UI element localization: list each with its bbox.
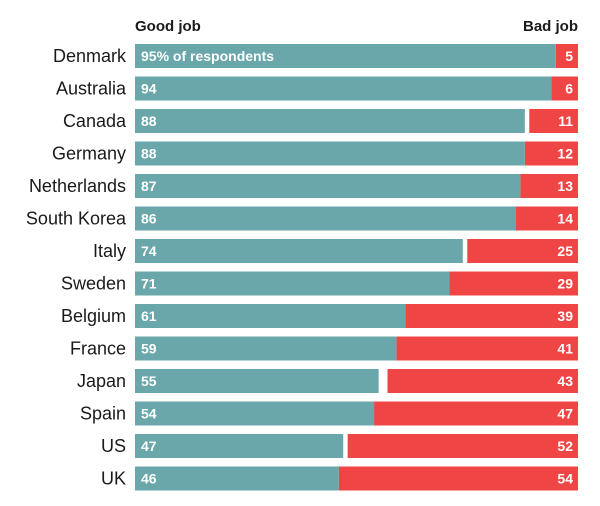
bar-bad-uk <box>338 466 578 491</box>
bar-good-canada <box>135 109 525 133</box>
bar-row-australia: Australia 94 6 <box>56 76 578 101</box>
bar-bad-canada <box>529 109 578 133</box>
bar-row-italy: Italy 74 25 <box>93 239 578 263</box>
bar-good-france <box>135 336 397 361</box>
value-good-australia: 94 <box>141 81 157 97</box>
bar-row-sweden: Sweden 71 29 <box>61 271 578 296</box>
bar-good-south-korea <box>135 206 516 231</box>
bar-good-spain <box>135 401 375 426</box>
bar-bad-denmark <box>555 44 578 68</box>
bar-row-japan: Japan 55 43 <box>77 369 578 393</box>
country-label-france: France <box>70 339 126 359</box>
country-label-canada: Canada <box>63 111 127 131</box>
value-good-sweden: 71 <box>141 276 157 292</box>
value-good-netherlands: 87 <box>141 178 157 194</box>
value-good-italy: 74 <box>141 243 157 259</box>
value-bad-australia: 6 <box>565 81 573 97</box>
value-bad-south-korea: 14 <box>557 211 573 227</box>
bar-good-belgium <box>135 304 406 328</box>
value-bad-denmark: 5 <box>565 48 573 64</box>
value-good-belgium: 61 <box>141 308 157 324</box>
value-bad-germany: 12 <box>557 146 573 162</box>
value-bad-spain: 47 <box>557 406 573 422</box>
bar-row-france: France 59 41 <box>70 336 578 361</box>
value-good-france: 59 <box>141 341 157 357</box>
bar-good-japan <box>135 369 379 393</box>
bar-row-uk: UK 46 54 <box>101 466 578 491</box>
bar-bad-france <box>396 336 578 361</box>
country-label-uk: UK <box>101 469 126 489</box>
country-label-italy: Italy <box>93 241 126 261</box>
country-label-belgium: Belgium <box>61 306 126 326</box>
bar-bad-germany <box>524 141 578 166</box>
bar-row-belgium: Belgium 61 39 <box>61 304 578 328</box>
bar-bad-belgium <box>405 304 578 328</box>
bar-row-denmark: Denmark 95% of respondents 5 <box>53 44 578 68</box>
bar-good-netherlands <box>135 174 521 198</box>
value-good-uk: 46 <box>141 471 157 487</box>
country-label-us: US <box>101 436 126 456</box>
value-good-spain: 54 <box>141 406 157 422</box>
bar-good-germany <box>135 141 525 166</box>
value-bad-sweden: 29 <box>557 276 573 292</box>
bar-bad-japan <box>387 369 578 393</box>
value-good-south-korea: 86 <box>141 211 157 227</box>
bar-bad-italy <box>467 239 578 263</box>
bar-row-spain: Spain 54 47 <box>80 401 578 426</box>
value-bad-italy: 25 <box>557 243 573 259</box>
value-bad-netherlands: 13 <box>557 178 573 194</box>
bar-row-netherlands: Netherlands 87 13 <box>29 174 578 198</box>
bar-good-sweden <box>135 271 450 296</box>
bar-bad-netherlands <box>520 174 578 198</box>
bar-good-italy <box>135 239 463 263</box>
bar-bad-south-korea <box>515 206 578 231</box>
bar-row-us: US 47 52 <box>101 434 578 458</box>
country-label-spain: Spain <box>80 404 126 424</box>
bar-good-uk <box>135 466 339 491</box>
bar-bad-australia <box>551 76 578 101</box>
value-good-denmark: 95% of respondents <box>141 48 274 64</box>
value-bad-canada: 11 <box>558 113 573 129</box>
country-label-netherlands: Netherlands <box>29 176 126 196</box>
bar-row-south-korea: South Korea 86 14 <box>26 206 578 231</box>
bar-good-us <box>135 434 344 458</box>
header-bad-job: Bad job <box>523 18 578 35</box>
country-label-australia: Australia <box>56 79 127 99</box>
bar-rows: Denmark 95% of respondents 5 Australia 94 6 Ca… <box>26 44 578 491</box>
value-good-us: 47 <box>141 438 157 454</box>
value-bad-us: 52 <box>557 438 573 454</box>
bar-bad-sweden <box>449 271 578 296</box>
header-good-job: Good job <box>135 18 201 35</box>
value-good-germany: 88 <box>141 146 157 162</box>
bar-good-denmark <box>135 44 556 68</box>
value-good-japan: 55 <box>141 373 157 389</box>
country-label-denmark: Denmark <box>53 46 127 66</box>
value-good-canada: 88 <box>141 113 157 129</box>
country-label-sweden: Sweden <box>61 274 126 294</box>
country-label-south-korea: South Korea <box>26 209 127 229</box>
country-label-germany: Germany <box>52 144 126 164</box>
bar-row-germany: Germany 88 12 <box>52 141 578 166</box>
bar-good-australia <box>135 76 552 101</box>
country-label-japan: Japan <box>77 371 126 391</box>
bar-row-canada: Canada 88 11 <box>63 109 578 133</box>
value-bad-belgium: 39 <box>557 308 573 324</box>
value-bad-france: 41 <box>557 341 573 357</box>
bar-bad-spain <box>369 401 578 426</box>
value-bad-japan: 43 <box>557 373 573 389</box>
bar-bad-us <box>347 434 578 458</box>
value-bad-uk: 54 <box>557 471 573 487</box>
